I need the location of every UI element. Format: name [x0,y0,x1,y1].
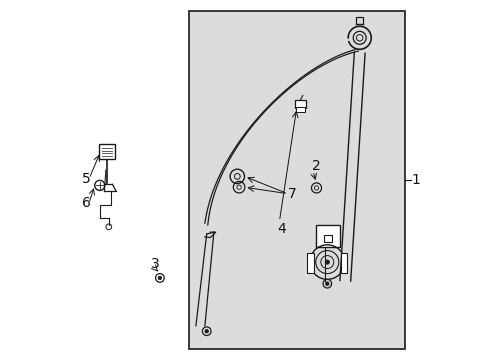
Circle shape [158,276,162,280]
Text: 5: 5 [81,172,90,186]
Text: 3: 3 [151,257,159,270]
Text: 4: 4 [276,222,285,235]
Bar [340,253,347,273]
Bar [188,11,404,349]
Bar [295,107,304,112]
Text: 1: 1 [411,173,420,187]
Text: 6: 6 [81,197,90,210]
Circle shape [325,260,329,264]
Bar [323,235,331,242]
Bar [294,100,305,108]
Text: 7: 7 [287,187,296,201]
Bar [316,225,339,247]
Circle shape [325,282,328,285]
FancyBboxPatch shape [99,144,115,159]
Text: 2: 2 [311,159,320,172]
Circle shape [204,329,208,333]
Bar [307,253,313,273]
